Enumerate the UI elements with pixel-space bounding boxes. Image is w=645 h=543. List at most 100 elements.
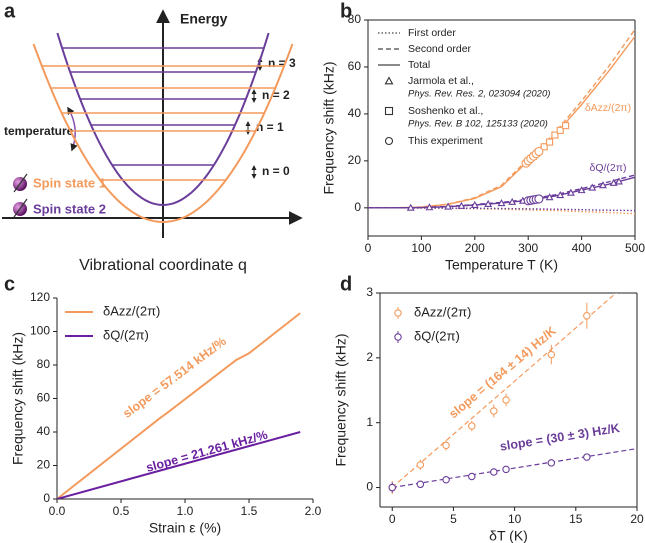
level-label: n = 0 [262, 164, 290, 178]
panel-letter: c [4, 273, 15, 295]
y-tick-label: 0 [43, 491, 50, 505]
potential-curve [32, 43, 294, 224]
x-tick-label: 100 [411, 241, 431, 255]
point [468, 422, 476, 430]
y-tick-label: 3 [366, 285, 373, 299]
line [57, 312, 301, 499]
point [388, 483, 396, 492]
point [588, 183, 597, 191]
level-label: n = 3 [268, 56, 296, 70]
legend-label: Soshenko et al., [408, 105, 483, 117]
point [540, 143, 548, 151]
temperature-label: temperature [4, 124, 74, 138]
x-label: Vibrational coordinate q [79, 257, 247, 274]
point [502, 465, 510, 474]
y-tick-label: 80 [37, 357, 51, 371]
x-axis-label: Strain ε (%) [149, 520, 221, 536]
point [416, 480, 425, 489]
x-tick-label: 20 [630, 512, 644, 526]
annotation: slope = (30 ± 3) Hz/K [499, 421, 621, 454]
point [384, 76, 394, 85]
annotation: δQ/(2π) [589, 162, 626, 174]
y-tick-label: 40 [348, 106, 362, 120]
y-tick-label: 1 [366, 415, 373, 429]
annotation: slope = (164 ± 14) Hz/K [446, 324, 558, 422]
annotation: slope = 21.261 kHz/% [145, 428, 270, 475]
x-tick-label: 500 [625, 241, 645, 255]
point [556, 126, 564, 134]
y-axis-label: Frequency shift (kHz) [321, 61, 337, 194]
x-tick-label: 0 [365, 241, 372, 255]
point [551, 131, 559, 139]
x-tick-label: 0.5 [113, 504, 130, 518]
point [534, 146, 544, 157]
legend-label: Total [408, 59, 430, 71]
legend-label: δQ/(2π) [414, 328, 460, 343]
level-label: n = 1 [256, 120, 284, 134]
level-label: n = 2 [262, 88, 290, 102]
y-tick-label: 100 [30, 324, 50, 338]
point [394, 309, 402, 317]
legend-label: Jarmola et al., [408, 75, 474, 87]
state-label: Spin state 2 [33, 201, 106, 216]
point [609, 178, 618, 186]
spin-arrow [13, 198, 28, 218]
point [583, 311, 591, 320]
panel-letter: a [4, 0, 16, 22]
legend-label: Second order [408, 43, 472, 55]
legend-label: First order [408, 27, 456, 39]
state-label: Spin state 1 [33, 175, 106, 190]
y-tick-label: 60 [348, 59, 362, 73]
y-tick-label: 60 [37, 391, 51, 405]
y-tick-label: 20 [348, 153, 362, 167]
point [577, 186, 586, 194]
point [394, 333, 402, 341]
point [547, 350, 556, 359]
point [556, 191, 565, 199]
temperature-arrow [67, 106, 78, 152]
point [442, 441, 450, 450]
legend-ref: Phys. Rev. B 102, 125133 (2020) [408, 119, 548, 130]
line [368, 207, 635, 212]
y-axis-label: Frequency shift (kHz) [333, 333, 349, 466]
point [497, 198, 506, 207]
legend-label: This experiment [408, 135, 483, 147]
point [470, 200, 479, 208]
fit-line [392, 448, 637, 489]
point [444, 202, 453, 210]
y-tick-label: 0 [366, 480, 373, 494]
point [425, 203, 434, 211]
y-axis-label: Frequency shift (kHz) [10, 332, 26, 465]
x-axis-label: δT (K) [489, 528, 528, 543]
x-tick-label: 400 [572, 241, 592, 255]
x-tick-label: 1.5 [241, 504, 258, 518]
x-tick-label: 15 [569, 512, 583, 526]
point [546, 138, 554, 146]
spin-arrow [13, 173, 28, 193]
point [490, 468, 498, 476]
legend-label: δAzz/(2π) [103, 303, 160, 318]
point [468, 472, 476, 481]
annotation: δAzz/(2π) [585, 102, 631, 114]
legend-label: δAzz/(2π) [414, 304, 471, 319]
point [562, 122, 570, 130]
x-tick-label: 2.0 [305, 504, 322, 518]
point [384, 136, 394, 146]
point [457, 201, 466, 209]
point [416, 461, 425, 469]
x-axis-label: Temperature T (K) [445, 257, 558, 273]
x-tick-label: 1.0 [177, 504, 194, 518]
y-tick-label: 20 [37, 458, 51, 472]
panel-letter: d [340, 273, 352, 295]
point [547, 459, 556, 467]
x-tick-label: 0.0 [49, 504, 66, 518]
point [615, 177, 623, 185]
y-tick-label: 120 [30, 290, 50, 304]
potential-curve [56, 32, 270, 207]
point [490, 407, 498, 415]
line [57, 431, 301, 499]
y-tick-label: 40 [37, 424, 51, 438]
point [545, 193, 554, 201]
energy-label: Energy [180, 11, 228, 27]
